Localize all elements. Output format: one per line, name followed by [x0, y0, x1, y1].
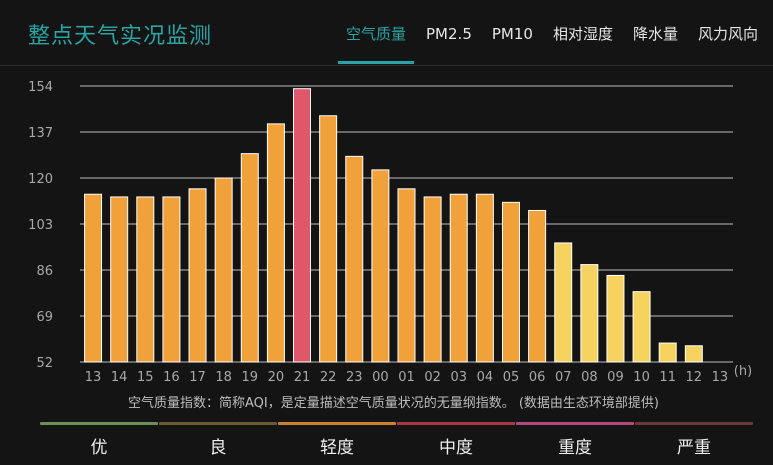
legend-swatch [635, 422, 753, 425]
x-tick-label: 13 [85, 370, 102, 385]
legend-swatch [397, 422, 515, 425]
x-tick-label: 11 [659, 370, 676, 385]
legend-item-light: 轻度 [278, 422, 396, 458]
y-tick-label: 137 [28, 126, 53, 141]
bar [84, 193, 103, 363]
y-tick-label: 103 [28, 218, 53, 233]
bar [632, 291, 651, 363]
x-tick-label: 03 [450, 370, 467, 385]
x-tick-label: 00 [372, 370, 389, 385]
legend-label: 良 [209, 438, 227, 458]
x-tick-label: 15 [137, 370, 154, 385]
tab-pm25[interactable]: PM2.5 [426, 25, 472, 43]
x-tick-label: 01 [398, 370, 415, 385]
bar [658, 342, 677, 363]
x-tick-label: 09 [607, 370, 624, 385]
x-tick-label: 10 [633, 370, 650, 385]
x-tick-label: 17 [189, 370, 206, 385]
legend-item-excellent: 优 [40, 422, 158, 458]
tab-pm10[interactable]: PM10 [491, 25, 533, 43]
legend-label: 严重 [677, 438, 711, 458]
legend-swatch [516, 422, 634, 425]
tab-air-quality[interactable]: 空气质量 [338, 0, 415, 66]
legend-label: 重度 [558, 438, 592, 458]
bar [580, 264, 599, 363]
bar [266, 123, 285, 363]
y-tick-label: 154 [28, 80, 53, 95]
aqi-legend: 优 良 轻度 中度 重度 严重 [40, 422, 754, 458]
x-tick-label: 04 [477, 370, 494, 385]
aqi-bar-chart: 52 69 86 103 120 137 154 13 14 15 16 17 18 19 20 21 22 23… [28, 80, 752, 385]
bar [110, 196, 129, 363]
x-unit-label: (h) [734, 364, 752, 379]
tab-wind[interactable]: 风力风向 [697, 25, 758, 43]
bar [293, 88, 312, 363]
x-tick-label: 12 [686, 370, 703, 385]
x-tick-label: 16 [163, 370, 180, 385]
legend-item-moderate: 中度 [397, 422, 515, 458]
header-bar: 整点天气实况监测 空气质量 PM2.5 PM10 相对湿度 降水量 风力风向 [0, 0, 773, 66]
y-tick-label: 52 [36, 356, 53, 371]
bar [501, 201, 520, 363]
page-title: 整点天气实况监测 [28, 24, 213, 49]
x-tick-label: 23 [346, 370, 363, 385]
bar [397, 188, 416, 363]
bar [528, 209, 547, 363]
bar [684, 345, 703, 363]
x-tick-label: 02 [424, 370, 441, 385]
legend-label: 优 [90, 438, 108, 458]
legend-swatch [40, 422, 158, 425]
bar [449, 193, 468, 363]
tab-bar: 空气质量 PM2.5 PM10 相对湿度 降水量 风力风向 [338, 0, 770, 66]
x-tick-label: 13 [712, 370, 729, 385]
y-tick-label: 86 [36, 264, 53, 279]
tab-precipitation[interactable]: 降水量 [632, 25, 678, 43]
x-tick-label: 05 [503, 370, 520, 385]
bar [554, 242, 573, 363]
legend-swatch [278, 422, 396, 425]
legend-item-good: 良 [159, 422, 277, 458]
bar [162, 196, 181, 363]
y-tick-label: 120 [28, 172, 53, 187]
bar [475, 193, 494, 363]
y-tick-label: 69 [36, 310, 53, 325]
tab-humidity[interactable]: 相对湿度 [552, 25, 613, 43]
bar [319, 115, 338, 363]
bar [188, 188, 207, 363]
bar [240, 153, 259, 363]
legend-swatch [159, 422, 277, 425]
x-tick-label: 22 [320, 370, 337, 385]
bar [345, 155, 364, 363]
bar [371, 169, 390, 363]
aqi-note: 空气质量指数：简称AQI，是定量描述空气质量状况的无量纲指数。 (数据由生态环境… [128, 396, 660, 411]
x-tick-label: 06 [529, 370, 546, 385]
x-tick-label: 19 [242, 370, 259, 385]
bar [136, 196, 155, 363]
bar [423, 196, 442, 363]
legend-label: 中度 [439, 438, 473, 458]
x-tick-label: 08 [581, 370, 598, 385]
x-tick-label: 21 [294, 370, 311, 385]
x-tick-label: 07 [555, 370, 572, 385]
x-tick-label: 20 [268, 370, 285, 385]
legend-item-heavy: 重度 [516, 422, 634, 458]
x-tick-label: 14 [111, 370, 128, 385]
legend-label: 轻度 [320, 438, 354, 458]
x-tick-label: 18 [215, 370, 232, 385]
bar [606, 274, 625, 363]
bar [214, 177, 233, 363]
legend-item-severe: 严重 [635, 422, 753, 458]
